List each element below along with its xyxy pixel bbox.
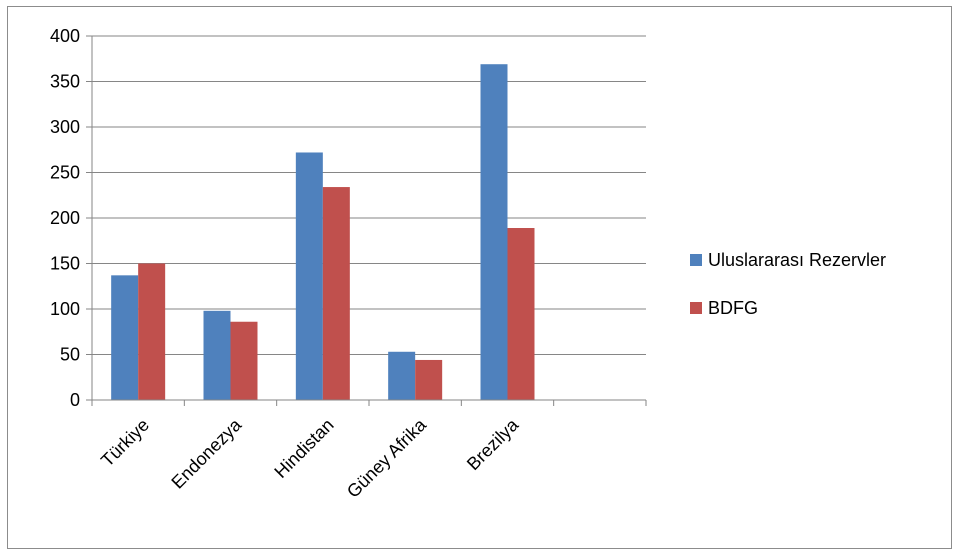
legend-label: Uluslararası Rezervler: [708, 250, 886, 270]
x-tick-label: Türkiye: [97, 415, 153, 471]
x-tick-label: Endonezya: [167, 414, 246, 493]
legend-label: BDFG: [708, 298, 758, 318]
y-tick-label: 50: [60, 345, 80, 365]
bar-bdfg: [138, 263, 166, 400]
bar-uluslararasi-rezervler: [480, 64, 508, 401]
bars: [111, 64, 535, 401]
bar-uluslararasi-rezervler: [295, 152, 323, 400]
axes: [86, 35, 647, 406]
y-tick-labels: 0 50 100 150 200 250 300 350 400: [50, 26, 80, 410]
x-tick-label: Brezilya: [463, 414, 523, 474]
y-tick-label: 300: [50, 117, 80, 137]
legend-swatch: [690, 254, 702, 266]
y-tick-label: 400: [50, 26, 80, 46]
y-tick-label: 100: [50, 299, 80, 319]
y-tick-label: 350: [50, 72, 80, 92]
y-tick-label: 0: [70, 390, 80, 410]
x-tick-labels: Türkiye Endonezya Hindistan Güney Afrika Bre…: [97, 414, 523, 502]
bar-bdfg: [507, 228, 535, 400]
bar-uluslararasi-rezervler: [388, 351, 416, 400]
legend: Uluslararası Rezervler BDFG: [690, 250, 886, 318]
bar-uluslararasi-rezervler: [111, 275, 139, 400]
bar-bdfg: [230, 321, 258, 400]
gridlines: [92, 35, 646, 355]
bar-bdfg: [415, 359, 443, 400]
y-tick-label: 200: [50, 208, 80, 228]
x-tick-label: Güney Afrika: [343, 414, 431, 502]
bar-bdfg: [322, 187, 350, 400]
y-tick-label: 250: [50, 163, 80, 183]
y-tick-label: 150: [50, 254, 80, 274]
legend-swatch: [690, 302, 702, 314]
bar-uluslararasi-rezervler: [203, 310, 231, 400]
x-tick-label: Hindistan: [270, 415, 337, 482]
